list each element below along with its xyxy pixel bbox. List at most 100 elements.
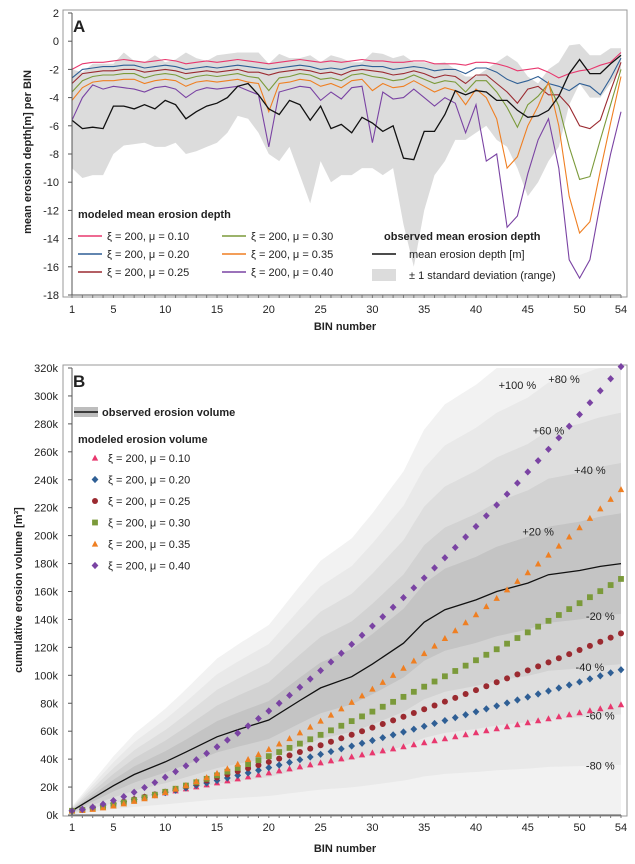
data-point bbox=[524, 629, 531, 636]
band-label: -20 % bbox=[586, 611, 615, 623]
data-point bbox=[379, 613, 387, 621]
data-point bbox=[410, 584, 418, 592]
data-point bbox=[276, 749, 283, 755]
data-point bbox=[255, 757, 262, 764]
data-point bbox=[462, 711, 470, 719]
data-point bbox=[586, 675, 594, 683]
x-tick-label: 20 bbox=[263, 304, 275, 316]
y-tick-label: 240k bbox=[34, 475, 58, 487]
data-point bbox=[338, 735, 345, 742]
data-point bbox=[596, 387, 604, 395]
data-point bbox=[431, 678, 438, 685]
data-point bbox=[545, 715, 552, 722]
data-point bbox=[442, 673, 448, 680]
y-tick-label: 120k bbox=[34, 642, 58, 654]
data-point bbox=[607, 495, 614, 502]
data-point bbox=[483, 683, 490, 690]
data-point bbox=[244, 769, 252, 777]
data-point bbox=[358, 692, 366, 699]
data-point bbox=[473, 657, 479, 664]
data-point bbox=[555, 542, 563, 549]
legend-marker bbox=[91, 475, 99, 484]
y-tick-label: -12 bbox=[43, 205, 59, 217]
data-point bbox=[451, 543, 459, 552]
data-point bbox=[255, 714, 262, 723]
data-point bbox=[379, 721, 386, 728]
data-point bbox=[390, 717, 397, 724]
data-point bbox=[441, 716, 449, 725]
data-point bbox=[224, 768, 231, 775]
data-point bbox=[545, 617, 552, 624]
data-point bbox=[286, 735, 293, 742]
data-point bbox=[597, 638, 604, 645]
legend-label: ξ = 200, μ = 0.40 bbox=[251, 267, 333, 279]
data-point bbox=[482, 705, 490, 713]
data-point bbox=[390, 698, 397, 705]
data-point bbox=[586, 707, 594, 714]
data-point bbox=[566, 533, 573, 540]
legend-label: ± 1 standard deviation (range) bbox=[409, 270, 556, 282]
legend-observed-title: observed mean erosion depth bbox=[384, 231, 541, 243]
series-line bbox=[71, 54, 622, 161]
data-point bbox=[389, 745, 397, 752]
data-point bbox=[379, 678, 386, 685]
data-point bbox=[586, 642, 593, 649]
x-tick-label: 1 bbox=[69, 304, 75, 316]
data-point bbox=[482, 512, 490, 520]
data-point bbox=[286, 752, 293, 759]
data-point bbox=[400, 664, 407, 671]
x-tick-label: 45 bbox=[522, 822, 534, 834]
data-point bbox=[441, 698, 448, 705]
data-point bbox=[327, 738, 334, 745]
data-point bbox=[151, 778, 159, 787]
y-tick-label: -8 bbox=[49, 149, 59, 161]
data-point bbox=[203, 749, 211, 758]
data-point bbox=[514, 696, 521, 704]
data-point bbox=[265, 745, 273, 752]
band-plus20 bbox=[72, 513, 621, 811]
data-point bbox=[348, 742, 356, 750]
data-point bbox=[400, 693, 407, 700]
data-point bbox=[358, 751, 366, 758]
data-point bbox=[576, 524, 583, 531]
data-point bbox=[483, 651, 490, 658]
data-point bbox=[338, 705, 345, 712]
data-point bbox=[462, 662, 469, 669]
data-point bbox=[99, 800, 107, 808]
data-point bbox=[224, 765, 231, 772]
y-tick-label: -16 bbox=[43, 262, 59, 274]
data-point bbox=[379, 734, 387, 742]
y-tick-label: 20k bbox=[40, 782, 58, 794]
y-tick-label: 2 bbox=[53, 8, 59, 20]
data-point bbox=[410, 725, 418, 733]
series-lines bbox=[71, 52, 622, 280]
data-point bbox=[451, 714, 459, 722]
data-point bbox=[576, 709, 583, 716]
y-tick-label: 0 bbox=[53, 36, 59, 48]
data-point bbox=[617, 666, 625, 674]
data-point bbox=[358, 631, 366, 639]
data-point bbox=[555, 434, 563, 442]
band-label: +40 % bbox=[574, 465, 606, 477]
data-point bbox=[452, 627, 459, 634]
data-point bbox=[618, 630, 624, 637]
data-point bbox=[607, 634, 614, 641]
data-point bbox=[462, 533, 470, 541]
data-point bbox=[545, 551, 552, 558]
data-point bbox=[607, 375, 615, 383]
data-point bbox=[327, 747, 335, 756]
data-point bbox=[617, 701, 625, 708]
x-tick-label: 1 bbox=[69, 822, 75, 834]
data-point bbox=[597, 705, 604, 712]
data-point bbox=[307, 745, 314, 752]
data-point bbox=[483, 603, 490, 610]
data-point bbox=[348, 640, 356, 648]
data-point bbox=[368, 622, 376, 630]
data-point bbox=[534, 717, 542, 724]
band-label: -80 % bbox=[586, 760, 615, 772]
y-tick-label: -14 bbox=[43, 234, 59, 246]
data-point bbox=[141, 795, 148, 802]
x-tick-label: 15 bbox=[211, 822, 223, 834]
data-point bbox=[327, 757, 335, 764]
